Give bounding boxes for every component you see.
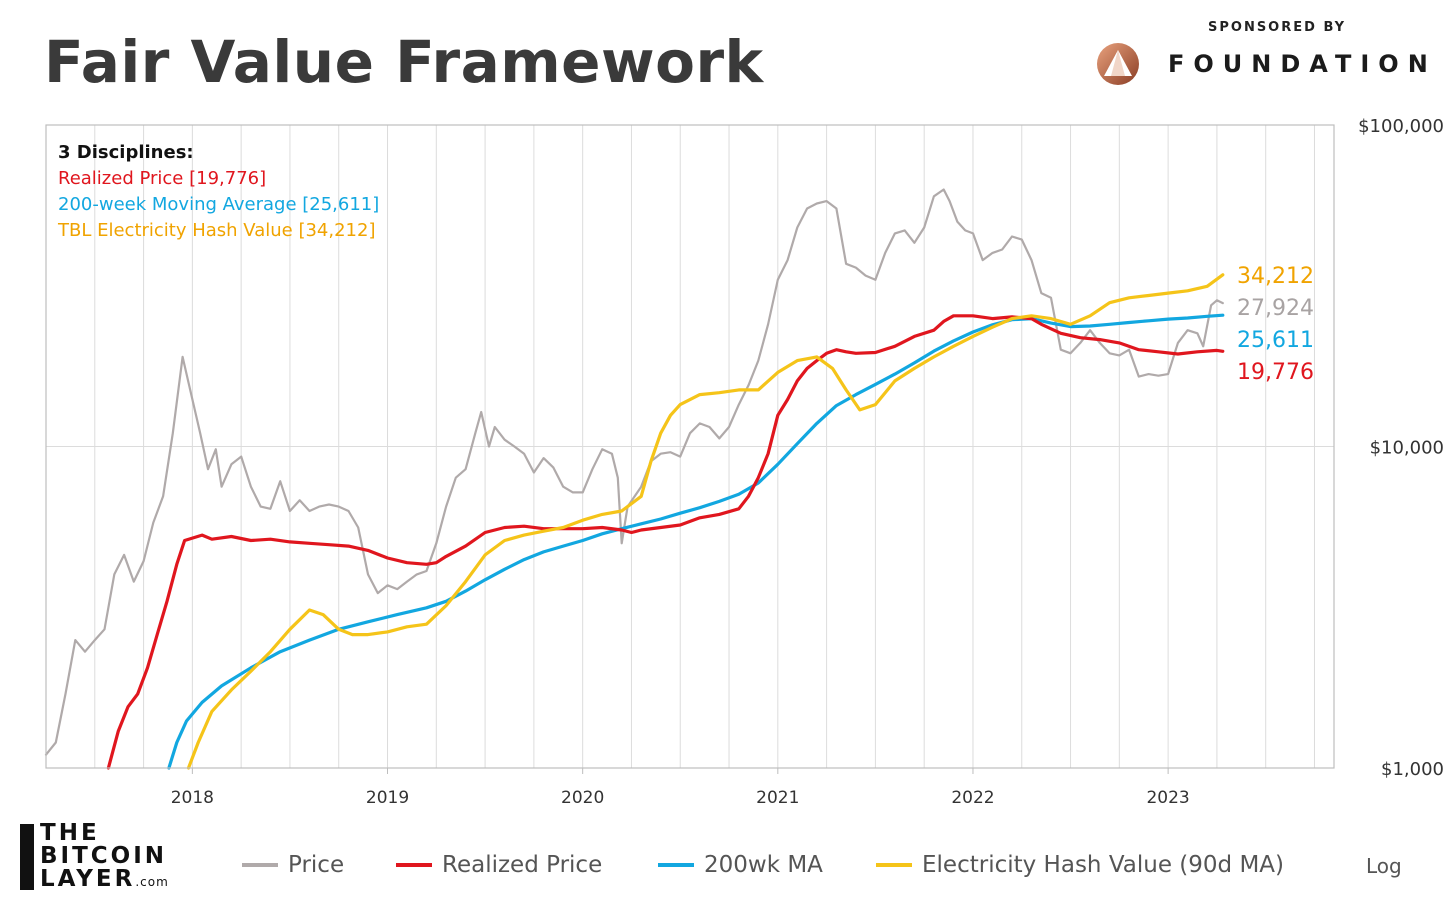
series-line-realized — [106, 314, 1225, 770]
series-line-price — [44, 188, 1224, 756]
y-tick-label: $10,000 — [1370, 438, 1444, 459]
logo-line-3: LAYER — [40, 866, 136, 892]
logo-line-2: BITCOIN — [40, 843, 168, 869]
page-title: Fair Value Framework — [44, 28, 764, 96]
legend-swatch-hash — [876, 863, 912, 867]
legend-label-price: Price — [288, 852, 345, 878]
x-tick-label: 2022 — [951, 788, 994, 808]
logo-bar — [20, 824, 34, 890]
plot-frame — [45, 124, 1335, 769]
logo-suffix: .com — [135, 875, 169, 889]
sponsor-label: SPONSORED BY — [1208, 20, 1347, 35]
x-tick-label: 2020 — [561, 788, 604, 808]
x-tick-label: 2023 — [1146, 788, 1189, 808]
legend-label-ma200: 200wk MA — [704, 852, 823, 878]
legend-item-ma200: 200wk MA — [658, 848, 823, 882]
x-tick-label: 2019 — [366, 788, 409, 808]
legend-item-price: Price — [242, 848, 344, 882]
foundation-logo-icon — [1097, 43, 1139, 85]
annotation-heading: 3 Disciplines: — [58, 142, 194, 163]
legend-swatch-price — [242, 863, 278, 867]
end-label-realized: 19,776 — [1237, 360, 1314, 385]
series-line-ma200 — [167, 313, 1225, 770]
legend-label-hash: Electricity Hash Value (90d MA) — [922, 852, 1284, 878]
legend-swatch-ma200 — [658, 863, 694, 867]
logo-line-1: THE — [40, 820, 100, 846]
scale-label: Log — [1366, 854, 1402, 878]
annotation-line-realized: Realized Price [19,776] — [58, 168, 266, 189]
end-labels: 34,212 27,924 25,611 19,776 — [1237, 264, 1314, 385]
y-tick-label: $1,000 — [1381, 759, 1444, 780]
end-label-price: 27,924 — [1237, 296, 1314, 321]
end-label-ma200: 25,611 — [1237, 328, 1314, 353]
annotation-box: 3 Disciplines: Realized Price [19,776] 200… — [57, 142, 379, 241]
sponsor-name: FOUNDATION — [1168, 50, 1437, 78]
legend-item-hash: Electricity Hash Value (90d MA) — [876, 848, 1284, 882]
legend-label-realized: Realized Price — [442, 852, 603, 878]
x-tick-label: 2018 — [171, 788, 214, 808]
legend-item-realized: Realized Price — [396, 848, 602, 882]
axis-ticks: 2018 2019 2020 2021 2022 2023 $1,000 $10,000 $10… — [171, 116, 1444, 808]
series-lines — [44, 188, 1225, 770]
y-tick-label: $100,000 — [1358, 116, 1444, 137]
the-bitcoin-layer-logo: THE BITCOIN LAYER.com — [20, 822, 190, 892]
legend-swatch-realized — [396, 863, 432, 867]
end-label-hash: 34,212 — [1237, 264, 1314, 289]
series-line-hash — [186, 273, 1225, 770]
logo-text: THE BITCOIN LAYER.com — [40, 822, 169, 894]
x-tick-label: 2021 — [756, 788, 799, 808]
annotation-line-ma200: 200-week Moving Average [25,611] — [58, 194, 379, 215]
annotation-line-hash: TBL Electricity Hash Value [34,212] — [57, 220, 375, 241]
